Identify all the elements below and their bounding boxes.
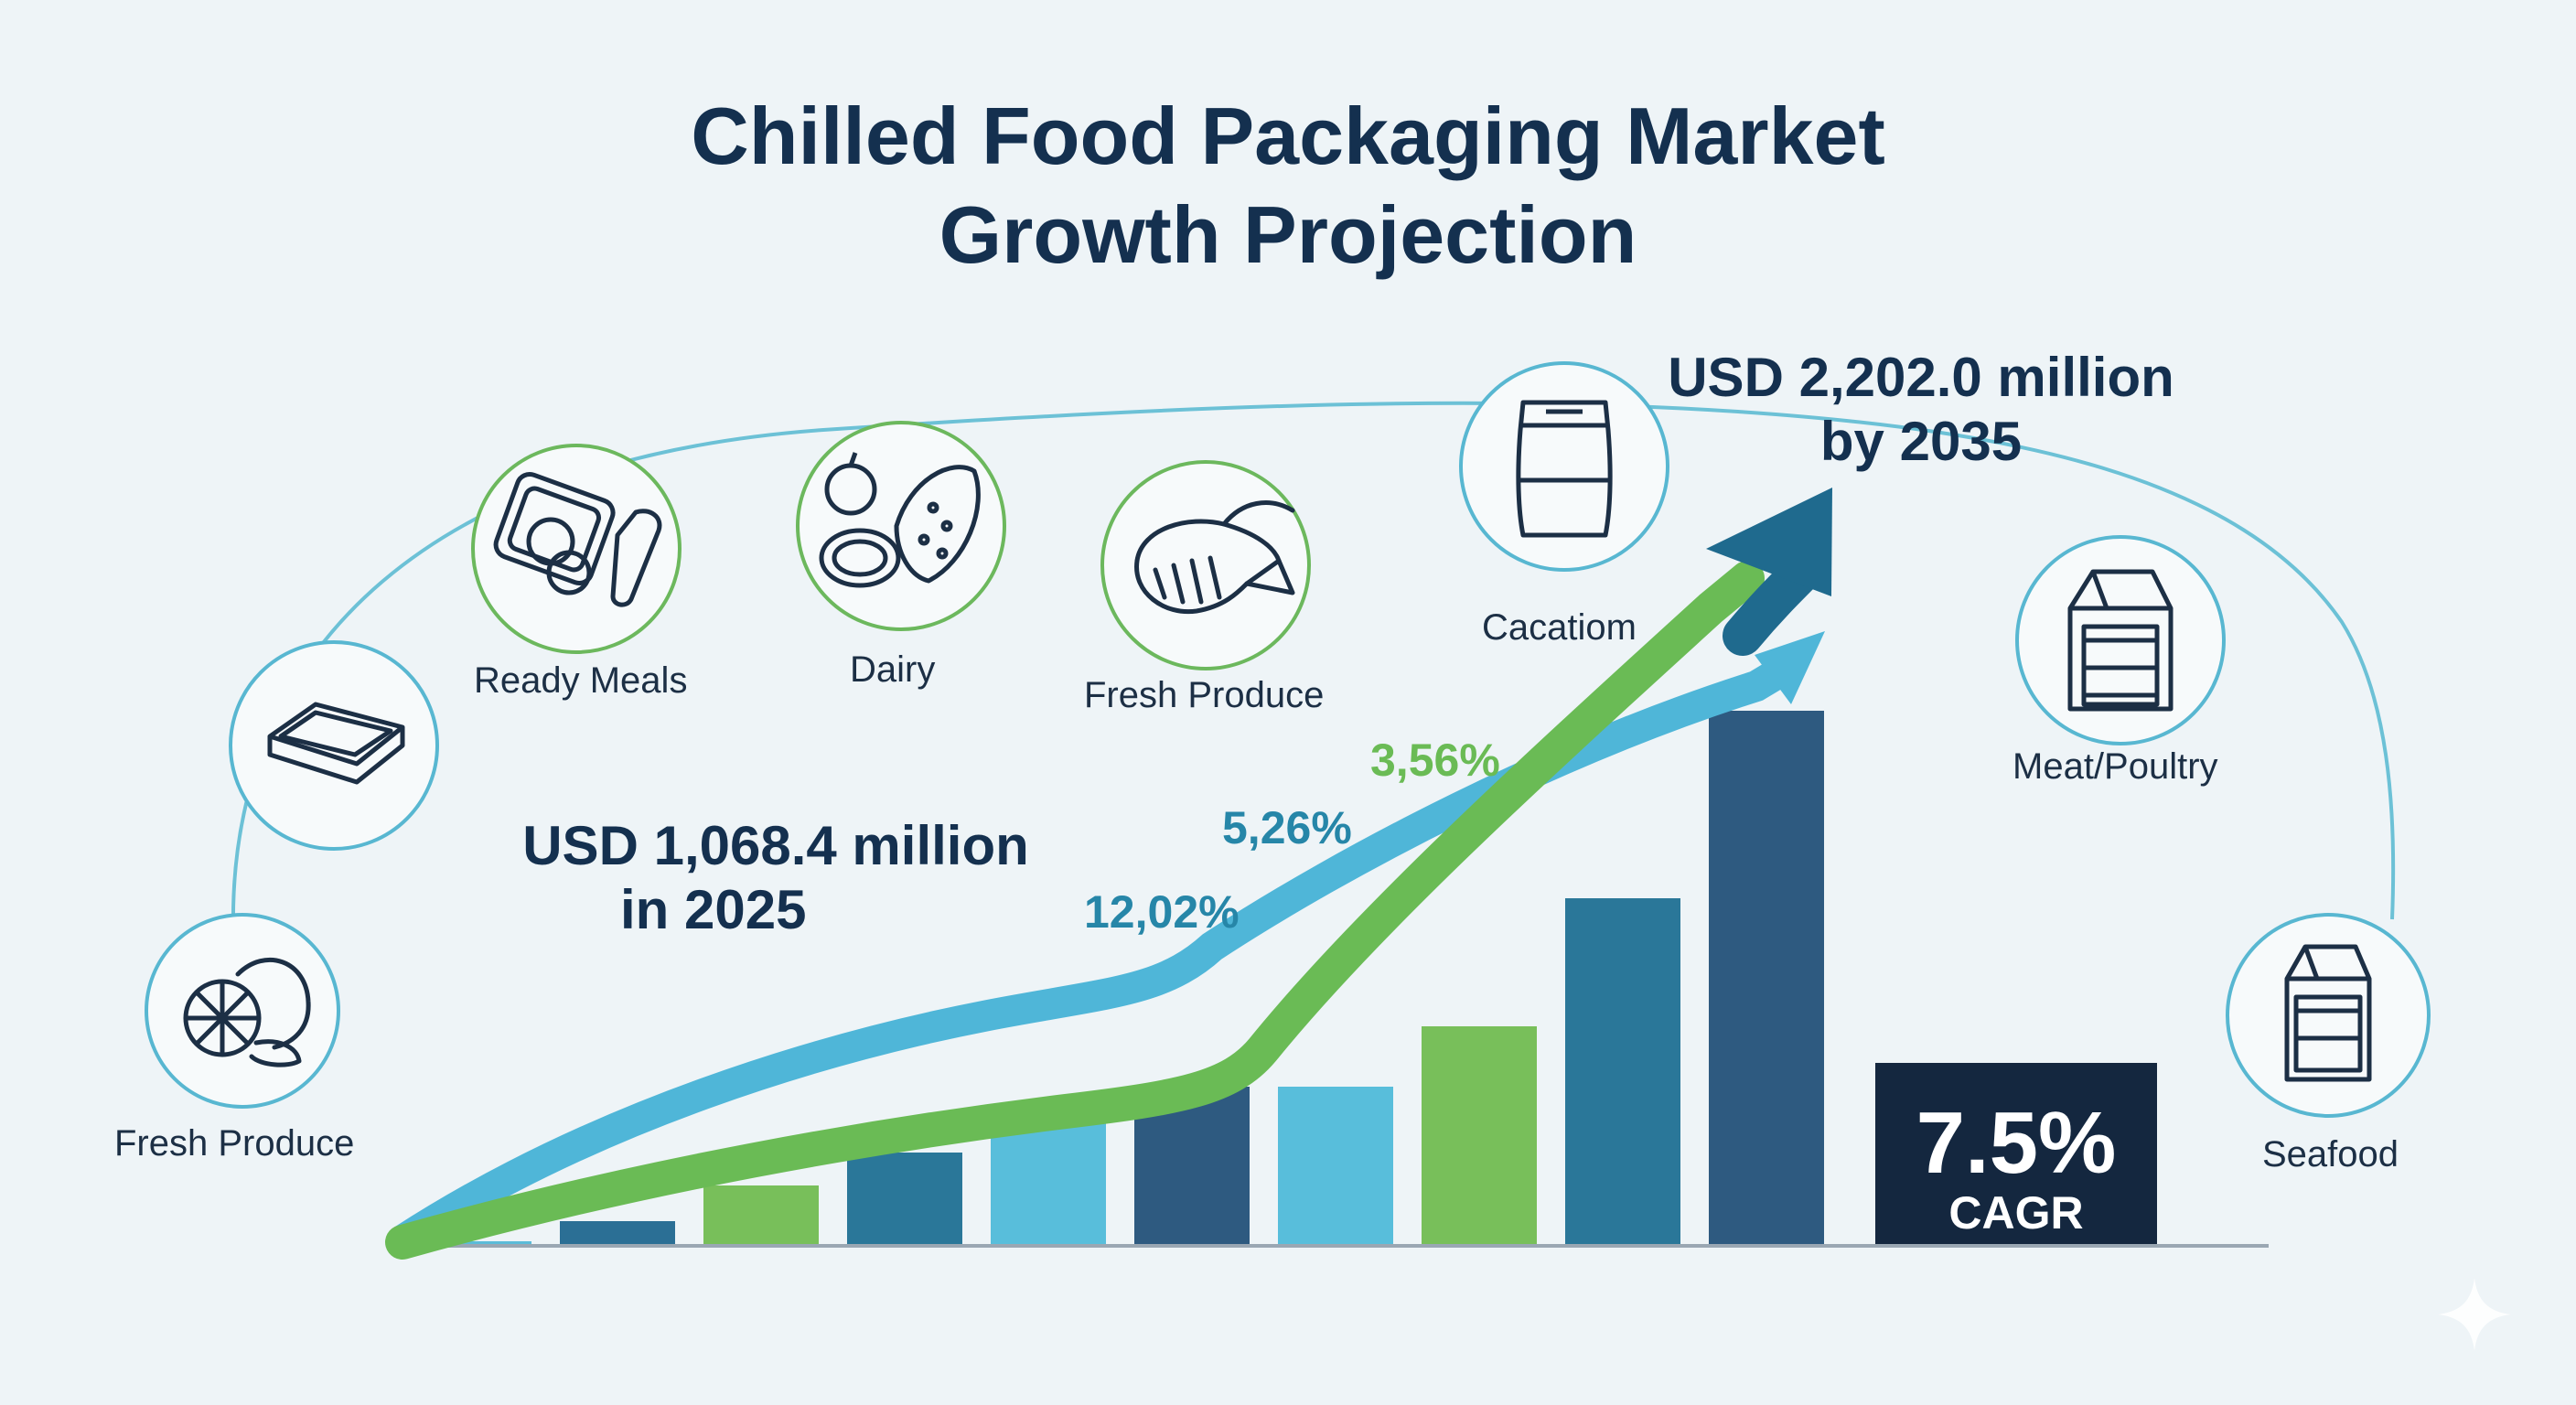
bar-10 <box>1709 711 1824 1244</box>
cagr-value: 7.5% <box>1916 1094 2117 1192</box>
segment-circle-meat-poultry <box>2015 535 2226 745</box>
title-line-1: Chilled Food Packaging Market <box>691 91 1885 181</box>
segment-circle-dairy <box>796 421 1006 631</box>
cagr-label: CAGR <box>1948 1187 2084 1239</box>
dark-arrowhead <box>1706 488 1832 596</box>
produce-icon <box>183 957 311 1067</box>
bar-1 <box>416 1241 531 1244</box>
segment-label-fresh-produce-2: Fresh Produce <box>1084 675 1325 715</box>
start-value: USD 1,068.4 million <box>522 815 1029 876</box>
bar-2 <box>560 1221 675 1244</box>
cagr-box: 7.5% CAGR <box>1875 1063 2157 1244</box>
start-value-annotation: USD 1,068.4 million in 2025 <box>501 814 1050 942</box>
bar-8 <box>1422 1026 1537 1244</box>
bar-5 <box>991 1123 1106 1244</box>
segment-label-seafood: Seafood <box>2262 1134 2399 1174</box>
bar-3 <box>703 1185 819 1244</box>
segment-circle-fresh-produce <box>145 913 340 1109</box>
green-trend-line <box>385 561 1765 1260</box>
bar-4 <box>847 1153 962 1244</box>
segment-label-ready-meals: Ready Meals <box>474 660 688 701</box>
tray-icon <box>267 702 405 785</box>
segment-label-fresh-produce: Fresh Produce <box>114 1123 355 1164</box>
sparkle-icon <box>2438 1278 2511 1351</box>
segment-circle-shrimp <box>1100 460 1311 670</box>
bar-9 <box>1565 898 1680 1244</box>
carton-icon <box>2284 944 2372 1082</box>
shrimp-icon <box>1134 500 1295 615</box>
pct-label-a: 12,02% <box>1084 886 1240 938</box>
pouch-icon <box>1516 400 1613 538</box>
blue-line-arrowhead <box>1755 631 1825 704</box>
bar-group <box>416 711 1824 1244</box>
title-line-2: Growth Projection <box>939 189 1637 280</box>
ready-meals-icon <box>493 471 662 607</box>
segment-circle-pouch <box>1459 361 1669 572</box>
segment-label-dairy: Dairy <box>850 649 936 690</box>
end-year: by 2035 <box>1819 411 2023 472</box>
carton-icon <box>2067 569 2174 712</box>
segment-circle-seafood <box>2226 913 2431 1118</box>
chart-title: Chilled Food Packaging Market Growth Pro… <box>0 87 2576 284</box>
dairy-icon <box>819 452 981 588</box>
pct-label-b: 5,26% <box>1222 802 1352 853</box>
segment-circle-trays <box>229 640 439 851</box>
pct-label-c: 3,56% <box>1370 735 1500 786</box>
start-year: in 2025 <box>620 879 807 940</box>
segment-label-meat-poultry: Meat/Poultry <box>2012 746 2218 787</box>
segment-circle-ready-meals <box>471 444 682 654</box>
end-value: USD 2,202.0 million <box>1668 347 2174 408</box>
bar-7 <box>1278 1087 1393 1244</box>
segment-label-cacatiom: Cacatiom <box>1482 607 1637 648</box>
end-value-annotation: USD 2,202.0 million by 2035 <box>1628 346 2214 474</box>
